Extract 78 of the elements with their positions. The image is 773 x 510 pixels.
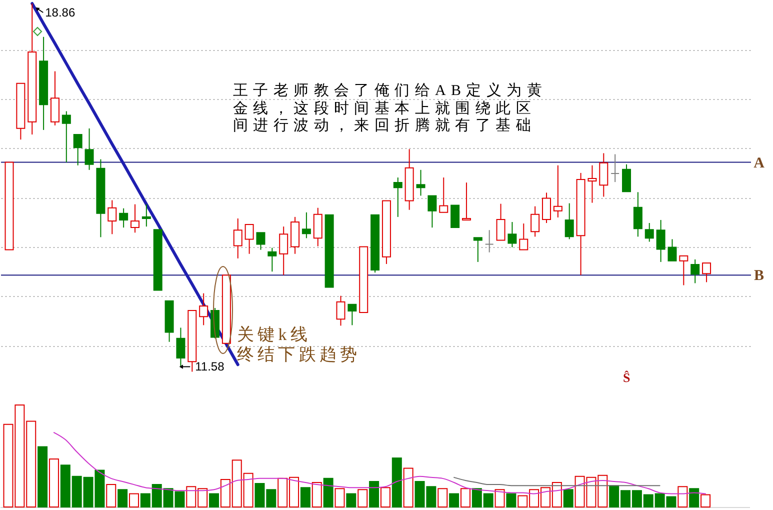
bar bbox=[460, 488, 470, 508]
candlestick bbox=[62, 110, 71, 163]
bar bbox=[678, 486, 688, 508]
annotation: Ŝ bbox=[623, 370, 632, 385]
bar bbox=[48, 458, 59, 508]
candlestick bbox=[679, 255, 688, 286]
bar bbox=[449, 493, 460, 508]
candlestick bbox=[668, 238, 677, 262]
candlestick bbox=[484, 230, 494, 253]
candlestick bbox=[702, 262, 712, 283]
candlestick bbox=[313, 207, 322, 247]
bar bbox=[334, 488, 345, 508]
annotation: 11.58 bbox=[195, 360, 225, 374]
candlestick bbox=[256, 232, 266, 250]
candlestick bbox=[119, 208, 128, 228]
bar bbox=[689, 488, 700, 508]
candlestick bbox=[462, 182, 471, 220]
candlestick bbox=[199, 292, 208, 326]
candlestick bbox=[496, 203, 506, 241]
bar bbox=[392, 458, 402, 508]
bar bbox=[403, 468, 414, 508]
bar bbox=[494, 489, 505, 508]
bar bbox=[438, 488, 448, 508]
annotation: 王子老师教会了俺们给AB定义为黄金线，这段时间基本上就围绕此区间进行波动，来回折腾就有了基础 bbox=[233, 83, 548, 136]
bar bbox=[380, 487, 390, 508]
candlestick bbox=[302, 212, 311, 239]
bar bbox=[369, 480, 380, 508]
candlestick bbox=[690, 258, 700, 284]
candlestick bbox=[50, 70, 60, 126]
candlestick bbox=[416, 169, 426, 196]
annotation: 18.86 bbox=[45, 6, 76, 20]
annotation: 关键k线 bbox=[237, 325, 312, 345]
candlestick bbox=[73, 134, 82, 166]
bar bbox=[106, 484, 116, 508]
candlestick bbox=[644, 222, 654, 242]
bar bbox=[300, 487, 310, 508]
candlestick bbox=[336, 295, 346, 326]
candlestick bbox=[233, 218, 242, 259]
candlestick bbox=[450, 204, 460, 228]
candlestick bbox=[622, 164, 632, 192]
candlestick bbox=[610, 154, 620, 183]
candlestick bbox=[428, 195, 437, 228]
candlestick bbox=[244, 224, 254, 254]
candlestick bbox=[656, 219, 666, 262]
candlestick bbox=[564, 202, 574, 240]
candlestick bbox=[508, 221, 517, 248]
candlestick bbox=[530, 206, 540, 238]
annotation: 终结下跌趋势 bbox=[237, 345, 362, 365]
bar bbox=[128, 493, 139, 508]
bar bbox=[346, 493, 356, 508]
candlestick bbox=[473, 237, 482, 262]
bar bbox=[209, 493, 220, 508]
bar bbox=[323, 478, 334, 508]
candlestick bbox=[108, 200, 117, 235]
candlestick bbox=[633, 192, 642, 238]
candlestick bbox=[279, 226, 288, 276]
bar bbox=[358, 489, 368, 508]
bar bbox=[38, 446, 48, 508]
ref-line-label: A bbox=[754, 155, 765, 172]
candlestick bbox=[268, 247, 277, 272]
bar bbox=[118, 489, 128, 508]
candlestick bbox=[519, 223, 528, 250]
candlestick bbox=[588, 164, 597, 204]
bar bbox=[700, 494, 711, 508]
bar bbox=[563, 489, 574, 508]
candlestick bbox=[553, 164, 562, 218]
bar bbox=[312, 482, 322, 508]
candlestick bbox=[130, 204, 140, 234]
ref-line-label: B bbox=[754, 268, 764, 284]
bar bbox=[506, 493, 516, 508]
candlestick bbox=[176, 327, 186, 368]
candlestick bbox=[142, 204, 151, 228]
candlestick bbox=[599, 152, 608, 198]
candlestick bbox=[84, 128, 94, 170]
candlestick bbox=[542, 192, 551, 224]
candlestick bbox=[348, 304, 357, 326]
candlestick bbox=[393, 176, 402, 218]
candlestick bbox=[439, 176, 448, 213]
